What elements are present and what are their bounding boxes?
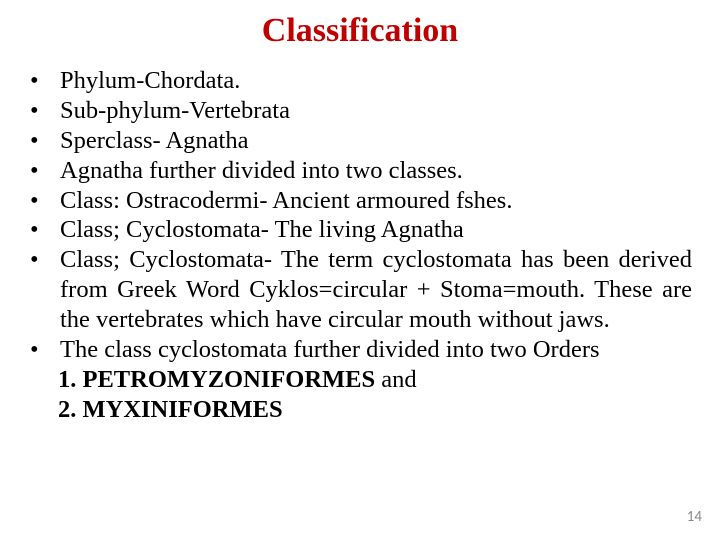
bullet-icon: • [28,156,60,186]
bullet-icon: • [28,66,60,96]
order-line-2: 2. MYXINIFORMES [28,395,692,425]
slide: Classification • Phylum-Chordata. • Sub-… [0,0,720,540]
bullet-item: • Agnatha further divided into two class… [28,156,692,186]
bullet-item: • Class; Cyclostomata- The living Agnath… [28,215,692,245]
bullet-item: • The class cyclostomata further divided… [28,335,692,365]
slide-content: • Phylum-Chordata. • Sub-phylum-Vertebra… [28,66,692,425]
bullet-icon: • [28,186,60,216]
bullet-item: • Class: Ostracodermi- Ancient armoured … [28,186,692,216]
order-2-name: 2. MYXINIFORMES [58,396,283,423]
order-1-name: 1. PETROMYZONIFORMES [58,366,375,393]
bullet-icon: • [28,96,60,126]
bullet-icon: • [28,245,60,275]
bullet-text: Agnatha further divided into two classes… [60,156,692,186]
bullet-item: • Phylum-Chordata. [28,66,692,96]
page-number: 14 [687,508,702,526]
bullet-text: Sub-phylum-Vertebrata [60,96,692,126]
bullet-item: • Sub-phylum-Vertebrata [28,96,692,126]
bullet-item: • Sperclass- Agnatha [28,126,692,156]
order-line-1: 1. PETROMYZONIFORMES and [28,365,692,395]
slide-title: Classification [28,12,692,50]
bullet-text: Class; Cyclostomata- The term cyclostoma… [60,245,692,335]
bullet-icon: • [28,126,60,156]
order-1-tail: and [375,366,417,393]
bullet-icon: • [28,215,60,245]
bullet-text: The class cyclostomata further divided i… [60,335,692,365]
bullet-item: • Class; Cyclostomata- The term cyclosto… [28,245,692,335]
bullet-text: Sperclass- Agnatha [60,126,692,156]
bullet-text: Class: Ostracodermi- Ancient armoured fs… [60,186,692,216]
bullet-text: Class; Cyclostomata- The living Agnatha [60,215,692,245]
bullet-text: Phylum-Chordata. [60,66,692,96]
bullet-icon: • [28,335,60,365]
